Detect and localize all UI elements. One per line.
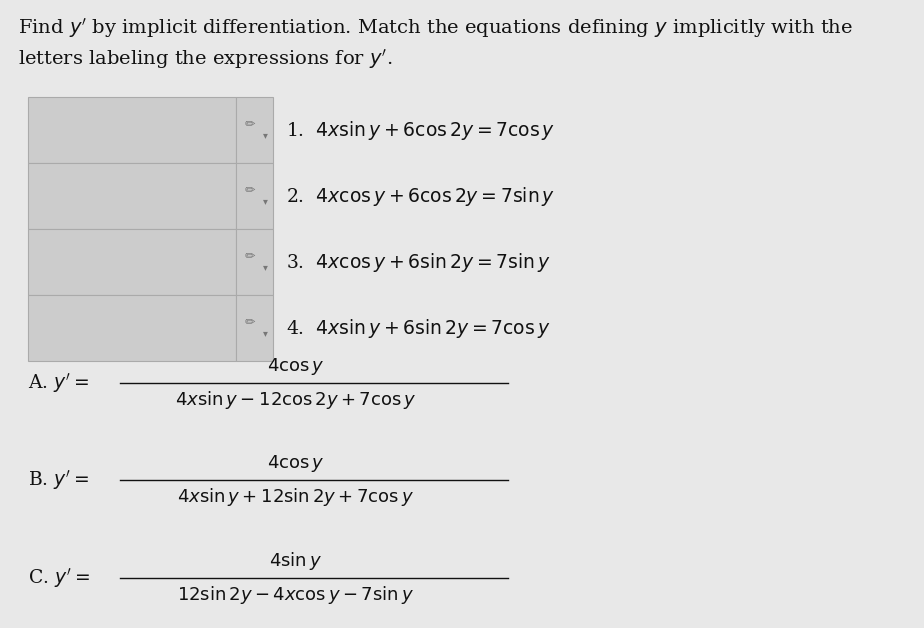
Bar <box>236 295 273 361</box>
Bar <box>28 97 236 163</box>
Text: ✏: ✏ <box>244 251 255 264</box>
Text: 1.  $4x\sin y + 6\cos 2y = 7\cos y$: 1. $4x\sin y + 6\cos 2y = 7\cos y$ <box>286 119 555 142</box>
Bar <box>28 229 236 295</box>
Text: A. $y' =$: A. $y' =$ <box>28 371 89 395</box>
Text: Find $y'$ by implicit differentiation. Match the equations defining $y$ implicit: Find $y'$ by implicit differentiation. M… <box>18 16 854 40</box>
Text: ▾: ▾ <box>262 328 268 338</box>
Text: $4\cos y$: $4\cos y$ <box>267 355 324 377</box>
Text: $4x\sin y + 12\sin 2y + 7\cos y$: $4x\sin y + 12\sin 2y + 7\cos y$ <box>177 486 414 509</box>
Text: ✏: ✏ <box>244 119 255 132</box>
Text: 3.  $4x\cos y + 6\sin 2y = 7\sin y$: 3. $4x\cos y + 6\sin 2y = 7\sin y$ <box>286 251 551 274</box>
Text: 2.  $4x\cos y + 6\cos 2y = 7\sin y$: 2. $4x\cos y + 6\cos 2y = 7\sin y$ <box>286 185 555 208</box>
Text: 4.  $4x\sin y + 6\sin 2y = 7\cos y$: 4. $4x\sin y + 6\sin 2y = 7\cos y$ <box>286 317 551 340</box>
Bar <box>28 163 236 229</box>
Text: $12\sin 2y - 4x\cos y - 7\sin y$: $12\sin 2y - 4x\cos y - 7\sin y$ <box>177 583 414 606</box>
Text: C. $y' =$: C. $y' =$ <box>28 566 90 590</box>
Text: ✏: ✏ <box>244 317 255 330</box>
Text: ▾: ▾ <box>262 131 268 140</box>
Text: letters labeling the expressions for $y'$.: letters labeling the expressions for $y'… <box>18 47 393 71</box>
Text: $4x\sin y - 12\cos 2y + 7\cos y$: $4x\sin y - 12\cos 2y + 7\cos y$ <box>175 389 417 411</box>
Text: ▾: ▾ <box>262 263 268 272</box>
Bar <box>236 229 273 295</box>
Text: B. $y' =$: B. $y' =$ <box>28 468 89 492</box>
Text: $4\cos y$: $4\cos y$ <box>267 453 324 474</box>
Text: $4\sin y$: $4\sin y$ <box>269 550 322 572</box>
Text: ✏: ✏ <box>244 185 255 198</box>
Bar <box>236 163 273 229</box>
Text: ▾: ▾ <box>262 197 268 206</box>
Bar <box>28 295 236 361</box>
Bar <box>236 97 273 163</box>
